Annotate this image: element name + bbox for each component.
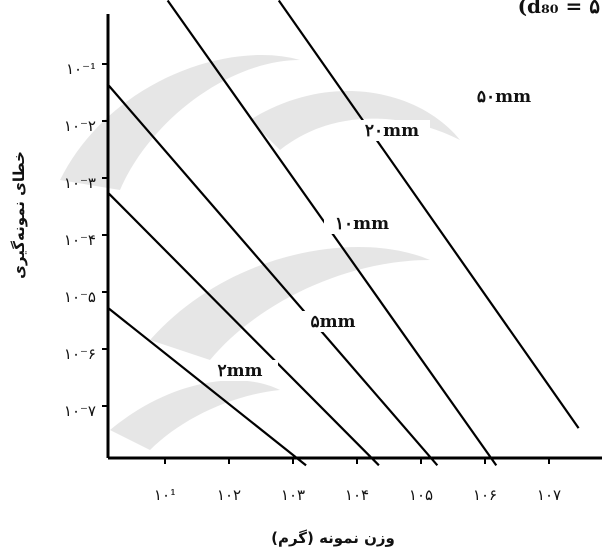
x-tick-label: ۱۰۶ — [473, 486, 497, 504]
corner-label: (d₈₀ = ۵ — [518, 0, 601, 18]
series-label: ۱۰mm — [335, 214, 389, 234]
series-line — [106, 83, 439, 467]
y-tick-label: ۱۰⁻۷ — [64, 402, 96, 420]
series-label: ۲mm — [217, 361, 262, 381]
x-tick-label: ۱۰۲ — [217, 486, 241, 504]
y-tick-label: ۱۰⁻۵ — [64, 288, 96, 306]
x-tick-label: ۱۰۴ — [345, 486, 369, 504]
series-label-bg — [466, 86, 542, 107]
series-label-bg — [354, 120, 430, 141]
x-tick-label: ۱۰۳ — [281, 486, 305, 504]
y-tick-label: ۱۰⁻۲ — [64, 117, 96, 135]
y-tick-label: ۱۰⁻¹ — [66, 60, 96, 78]
series-label-bg — [295, 311, 371, 332]
series-label: ۵mm — [310, 312, 355, 332]
x-ticks: ۱۰¹ ۱۰۲ ۱۰۳ ۱۰۴ ۱۰۵ ۱۰۶ ۱۰۷ — [154, 458, 561, 504]
series-label-bg — [202, 360, 278, 381]
series-line — [106, 191, 380, 467]
series-label: ۵۰mm — [477, 87, 531, 107]
series-label-bg — [324, 213, 400, 234]
x-tick-label: ۱۰۵ — [409, 486, 433, 504]
x-tick-label: ۱۰¹ — [154, 486, 176, 504]
y-tick-label: ۱۰⁻۴ — [64, 231, 96, 249]
y-tick-label: ۱۰⁻۳ — [64, 174, 96, 192]
x-axis-title: وزن نمونه (گرم) — [271, 529, 395, 547]
y-tick-label: ۱۰⁻۶ — [64, 345, 96, 363]
series-line — [277, 0, 580, 429]
y-axis-title: خطای نمونه‌گیری — [10, 151, 28, 279]
watermark — [60, 55, 460, 450]
series-labels: ۲mm ۵mm ۱۰mm ۲۰mm ۵۰mm — [202, 86, 542, 381]
series-line — [106, 306, 307, 467]
y-ticks: ۱۰⁻¹ ۱۰⁻۲ ۱۰⁻۳ ۱۰⁻۴ ۱۰⁻۵ ۱۰⁻۶ ۱۰⁻۷ — [64, 60, 108, 420]
x-tick-label: ۱۰۷ — [537, 486, 561, 504]
series-label: ۲۰mm — [365, 121, 419, 141]
